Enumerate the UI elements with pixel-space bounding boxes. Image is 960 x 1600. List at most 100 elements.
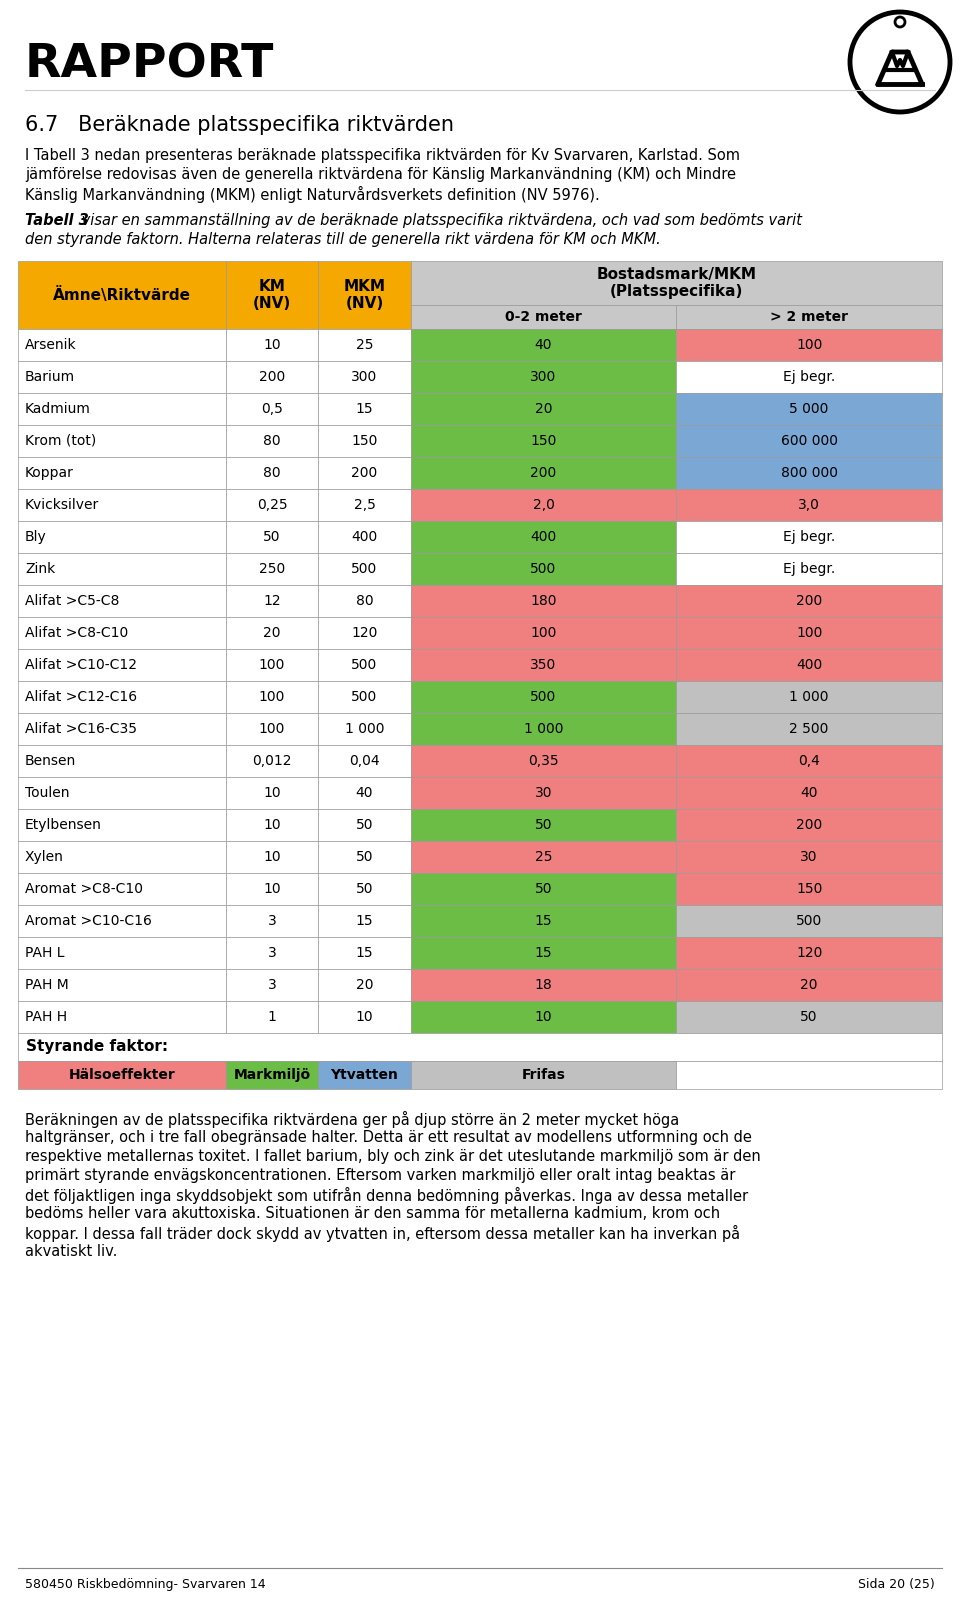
Text: Alifat >C16-C35: Alifat >C16-C35 <box>25 722 137 736</box>
Text: Krom (tot): Krom (tot) <box>25 434 96 448</box>
Bar <box>677 1002 942 1034</box>
Bar <box>411 682 677 714</box>
Text: 500: 500 <box>531 690 557 704</box>
Text: respektive metallernas toxitet. I fallet barium, bly och zink är det uteslutande: respektive metallernas toxitet. I fallet… <box>25 1149 760 1165</box>
Text: 6.7   Beräknade platsspecifika riktvärden: 6.7 Beräknade platsspecifika riktvärden <box>25 115 454 134</box>
Text: 100: 100 <box>796 626 823 640</box>
Text: 600 000: 600 000 <box>780 434 838 448</box>
Bar <box>18 746 226 778</box>
Text: 10: 10 <box>356 1010 373 1024</box>
Text: Tabell 3: Tabell 3 <box>25 213 88 227</box>
Bar <box>18 778 226 810</box>
Text: Barium: Barium <box>25 370 75 384</box>
Text: 0,35: 0,35 <box>528 754 559 768</box>
Bar <box>319 330 411 362</box>
Text: Ej begr.: Ej begr. <box>783 530 835 544</box>
Bar <box>677 682 942 714</box>
Text: 50: 50 <box>356 850 373 864</box>
Text: 10: 10 <box>263 882 281 896</box>
Text: 30: 30 <box>535 786 552 800</box>
Bar <box>226 874 319 906</box>
Text: Ytvatten: Ytvatten <box>330 1069 398 1082</box>
Text: 15: 15 <box>356 914 373 928</box>
Bar <box>411 554 677 586</box>
Text: 15: 15 <box>356 402 373 416</box>
Bar <box>319 362 411 394</box>
Bar <box>226 970 319 1002</box>
Text: Alifat >C10-C12: Alifat >C10-C12 <box>25 658 137 672</box>
Bar <box>319 682 411 714</box>
Text: 0,25: 0,25 <box>256 498 287 512</box>
Bar <box>226 362 319 394</box>
Text: 40: 40 <box>535 338 552 352</box>
Text: PAH L: PAH L <box>25 946 64 960</box>
Bar <box>411 970 677 1002</box>
Bar <box>18 522 226 554</box>
Text: 1 000: 1 000 <box>789 690 828 704</box>
Text: haltgränser, och i tre fall obegränsade halter. Detta är ett resultat av modelle: haltgränser, och i tre fall obegränsade … <box>25 1130 752 1146</box>
Text: 500: 500 <box>351 562 377 576</box>
Text: 2 500: 2 500 <box>789 722 828 736</box>
Bar <box>319 586 411 618</box>
Bar <box>226 714 319 746</box>
Bar <box>319 522 411 554</box>
Text: jämförelse redovisas även de generella riktvärdena för Känslig Markanvändning (K: jämförelse redovisas även de generella r… <box>25 166 736 182</box>
Bar <box>226 522 319 554</box>
Text: Beräkningen av de platsspecifika riktvärdena ger på djup större än 2 meter mycke: Beräkningen av de platsspecifika riktvär… <box>25 1110 680 1128</box>
Bar <box>226 490 319 522</box>
Bar <box>18 650 226 682</box>
Text: Känslig Markanvändning (MKM) enligt Naturvårdsverkets definition (NV 5976).: Känslig Markanvändning (MKM) enligt Natu… <box>25 186 600 203</box>
Text: 400: 400 <box>531 530 557 544</box>
Bar <box>411 938 677 970</box>
Bar <box>319 650 411 682</box>
Bar <box>677 618 942 650</box>
Bar <box>411 330 677 362</box>
Bar <box>18 842 226 874</box>
Text: 0,012: 0,012 <box>252 754 292 768</box>
Text: Frifas: Frifas <box>521 1069 565 1082</box>
Bar <box>226 394 319 426</box>
Text: 350: 350 <box>531 658 557 672</box>
Text: Zink: Zink <box>25 562 56 576</box>
Text: 200: 200 <box>531 466 557 480</box>
Text: 20: 20 <box>263 626 281 640</box>
Bar <box>411 306 677 330</box>
Bar <box>411 842 677 874</box>
Bar <box>18 682 226 714</box>
Bar <box>319 778 411 810</box>
Text: 15: 15 <box>356 946 373 960</box>
Text: Bostadsmark/MKM
(Platsspecifika): Bostadsmark/MKM (Platsspecifika) <box>596 267 756 299</box>
Bar <box>319 714 411 746</box>
Bar <box>226 778 319 810</box>
Text: 20: 20 <box>356 978 373 992</box>
Text: 300: 300 <box>351 370 377 384</box>
Text: 150: 150 <box>530 434 557 448</box>
Text: 1: 1 <box>268 1010 276 1024</box>
Text: Sida 20 (25): Sida 20 (25) <box>858 1578 935 1590</box>
Bar <box>18 261 226 330</box>
Bar <box>319 842 411 874</box>
Bar <box>677 970 942 1002</box>
Bar <box>319 906 411 938</box>
Text: Etylbensen: Etylbensen <box>25 818 102 832</box>
Bar <box>226 842 319 874</box>
Text: 15: 15 <box>535 914 552 928</box>
Bar <box>18 938 226 970</box>
Text: Xylen: Xylen <box>25 850 64 864</box>
Text: 100: 100 <box>259 690 285 704</box>
Text: RAPPORT: RAPPORT <box>25 43 275 88</box>
Bar <box>411 746 677 778</box>
Text: 1 000: 1 000 <box>524 722 564 736</box>
Bar <box>319 938 411 970</box>
Bar <box>226 906 319 938</box>
Bar <box>411 490 677 522</box>
Text: 50: 50 <box>356 818 373 832</box>
Text: 40: 40 <box>801 786 818 800</box>
Bar <box>226 938 319 970</box>
Bar <box>319 261 411 330</box>
Text: 50: 50 <box>801 1010 818 1024</box>
Text: 150: 150 <box>351 434 377 448</box>
Bar <box>411 650 677 682</box>
Text: Alifat >C12-C16: Alifat >C12-C16 <box>25 690 137 704</box>
Bar <box>411 458 677 490</box>
